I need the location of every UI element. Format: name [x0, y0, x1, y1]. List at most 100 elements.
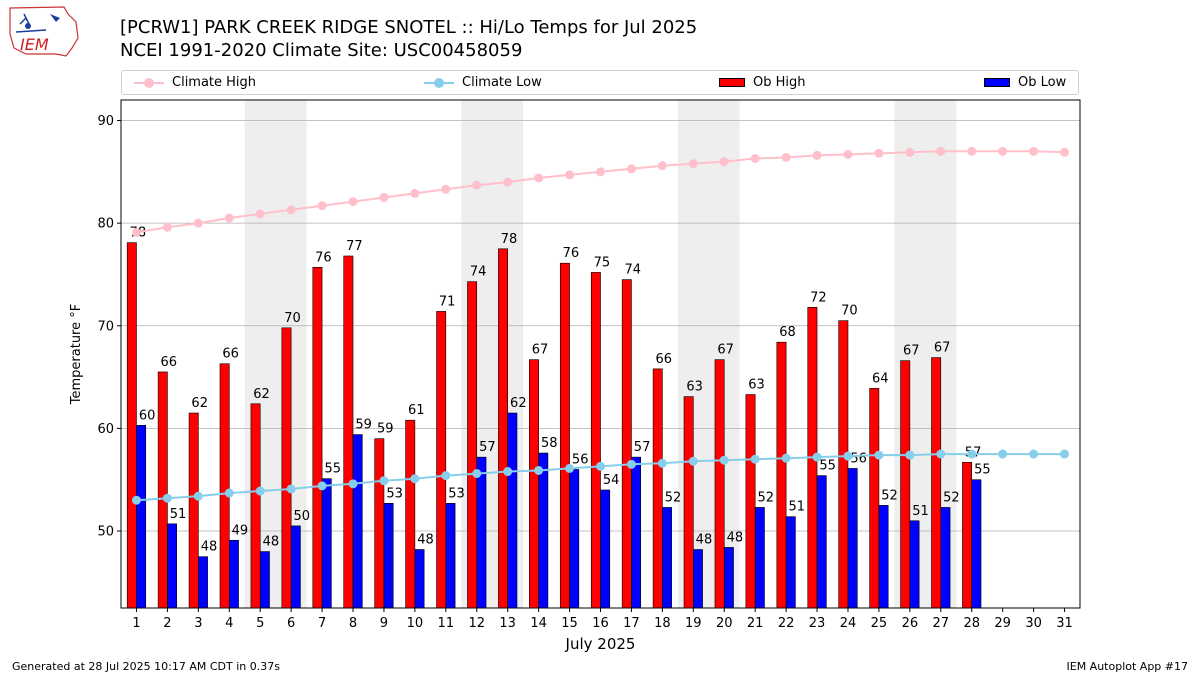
x-tick-label: 22 — [778, 616, 795, 631]
ob-low-bar — [352, 434, 363, 609]
ob-high-bar — [559, 262, 570, 609]
ob-high-label: 74 — [470, 265, 487, 280]
ob-high-label: 76 — [315, 250, 332, 265]
climate-low-point — [812, 452, 822, 462]
climate-high-point — [162, 222, 172, 232]
ob-high-label: 78 — [501, 232, 518, 247]
y-tick-label: 80 — [97, 217, 114, 232]
x-tick-label: 28 — [963, 616, 980, 631]
ob-low-bar — [693, 549, 703, 609]
climate-low-point — [348, 479, 358, 489]
climate-low-point — [843, 451, 853, 461]
ob-low-label: 51 — [788, 500, 805, 515]
x-tick-label: 14 — [530, 616, 547, 631]
ob-high-bar — [590, 272, 601, 609]
ob-high-bar — [683, 396, 694, 609]
climate-low-point — [317, 481, 327, 491]
x-tick-label: 6 — [287, 616, 295, 631]
y-axis-label: Temperature °F — [69, 304, 84, 405]
footer-app: IEM Autoplot App #17 — [1066, 660, 1189, 673]
x-tick-label: 11 — [438, 616, 455, 631]
y-tick-label: 90 — [97, 114, 114, 129]
x-tick-label: 13 — [499, 616, 516, 631]
x-tick-label: 16 — [592, 616, 609, 631]
climate-high-point — [688, 159, 698, 169]
climate-high-point — [534, 173, 544, 183]
ob-high-label: 67 — [532, 343, 549, 358]
ob-low-bar — [136, 425, 147, 609]
climate-low-point — [441, 471, 451, 481]
ob-high-label: 67 — [717, 343, 734, 358]
ob-low-bar — [538, 452, 549, 609]
ob-low-label: 48 — [201, 540, 218, 555]
climate-low-point — [131, 495, 141, 505]
ob-low-bar — [971, 479, 982, 609]
ob-low-label: 48 — [727, 530, 744, 545]
legend-climate-high: Climate High — [134, 75, 256, 90]
ob-low-label: 52 — [881, 488, 898, 503]
ob-low-bar — [414, 549, 425, 609]
climate-high-point — [131, 227, 141, 237]
logo-text: IEM — [20, 35, 49, 54]
x-tick-label: 24 — [840, 616, 857, 631]
climate-low-point — [1060, 449, 1070, 459]
ob-high-bar — [869, 388, 880, 609]
legend: Climate High Climate Low Ob High Ob Low — [121, 70, 1079, 95]
ob-high-bar — [250, 403, 261, 609]
climate-high-point — [410, 188, 420, 198]
ob-high-bar — [745, 394, 756, 609]
ob-low-label: 59 — [355, 418, 372, 433]
ob-low-label: 53 — [386, 486, 403, 501]
ob-low-label: 53 — [448, 486, 465, 501]
ob-high-label: 66 — [655, 352, 672, 367]
x-tick-label: 30 — [1025, 616, 1042, 631]
climate-low-point — [534, 465, 544, 475]
climate-high-point — [843, 149, 853, 159]
ob-high-bar — [962, 461, 973, 609]
climate-high-point — [936, 146, 946, 156]
climate-low-point — [719, 455, 729, 465]
climate-low-point — [936, 449, 946, 459]
ob-high-label: 76 — [563, 246, 580, 261]
ob-high-label: 64 — [872, 371, 889, 386]
climate-low-point — [750, 454, 760, 464]
ob-low-bar — [228, 539, 239, 609]
y-tick-label: 70 — [97, 319, 114, 334]
climate-low-point — [905, 450, 915, 460]
ob-low-label: 55 — [324, 462, 341, 477]
ob-low-bar — [569, 469, 580, 609]
ob-low-bar — [321, 478, 332, 609]
ob-low-label: 52 — [758, 490, 775, 505]
ob-high-bar — [467, 281, 478, 609]
climate-low-point — [565, 463, 575, 473]
ob-high-bar — [652, 368, 663, 609]
ob-high-bar — [219, 363, 230, 609]
ob-high-label: 70 — [841, 304, 858, 319]
x-tick-label: 15 — [561, 616, 578, 631]
ob-low-label: 48 — [696, 533, 713, 548]
climate-high-point — [224, 213, 234, 223]
ob-high-label: 71 — [439, 294, 456, 309]
x-tick-label: 31 — [1056, 616, 1073, 631]
ob-low-label: 49 — [232, 523, 249, 538]
ob-low-label: 57 — [634, 440, 651, 455]
ob-low-bar — [259, 551, 270, 609]
ob-low-bar — [476, 456, 487, 609]
ob-high-bar — [931, 357, 942, 609]
x-tick-label: 5 — [256, 616, 264, 631]
x-tick-label: 9 — [380, 616, 388, 631]
x-tick-label: 18 — [654, 616, 671, 631]
x-tick-label: 29 — [994, 616, 1011, 631]
ob-low-bar — [754, 507, 765, 609]
ob-high-bar — [126, 242, 137, 609]
climate-high-point — [626, 164, 636, 174]
climate-low-point — [626, 459, 636, 469]
climate-high-point — [1060, 147, 1070, 157]
ob-high-label: 59 — [377, 422, 394, 437]
ob-high-label: 66 — [222, 347, 239, 362]
climate-low-point — [1029, 449, 1039, 459]
ob-low-bar — [909, 520, 920, 609]
ob-low-label: 56 — [572, 452, 589, 467]
ob-high-bar — [776, 341, 787, 609]
ob-high-label: 62 — [191, 396, 208, 411]
